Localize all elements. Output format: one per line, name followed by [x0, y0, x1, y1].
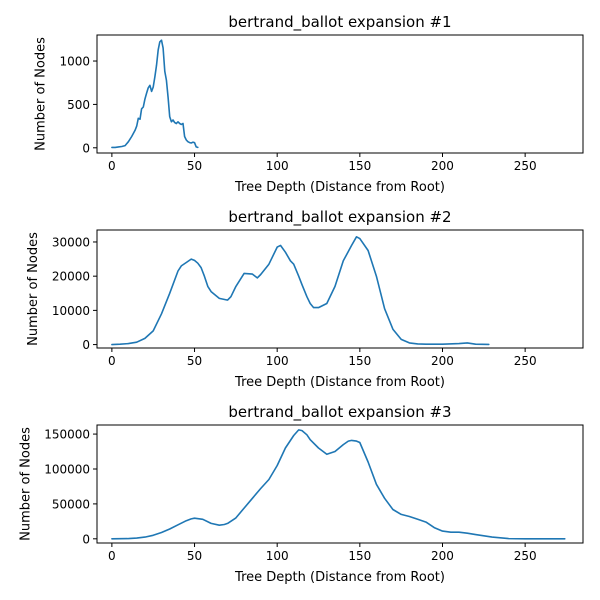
chart-title-1: bertrand_ballot expansion #1	[228, 13, 451, 32]
y-tick-label: 0	[82, 141, 90, 155]
y-axis-label-1: Number of Nodes	[34, 37, 49, 151]
series-line-2-1	[111, 236, 490, 346]
x-axis-label-1: Tree Depth (Distance from Root)	[234, 180, 445, 195]
axes-frame-1	[96, 34, 584, 154]
chart-title-2: bertrand_ballot expansion #2	[228, 208, 451, 227]
y-tick-label: 1000	[59, 55, 90, 69]
x-tick-label: 100	[266, 354, 289, 368]
y-tick-label: 0	[82, 532, 90, 546]
subplot-3: 0 50 100 150 200 250 0 50000 100000 150000 bertran…	[18, 403, 584, 585]
x-tick-label: 0	[108, 354, 116, 368]
axes-frame-2	[96, 229, 584, 349]
y-tick-label: 150000	[44, 428, 90, 442]
y-axis-label-3: Number of Nodes	[18, 427, 33, 541]
x-tick-label: 200	[431, 549, 454, 563]
y-tick-label: 0	[82, 338, 90, 352]
x-axis-label-2: Tree Depth (Distance from Root)	[234, 375, 445, 390]
x-tick-label: 100	[266, 549, 289, 563]
x-tick-label: 0	[108, 159, 116, 173]
chart-title-3: bertrand_ballot expansion #3	[228, 403, 451, 422]
x-tick-label: 0	[108, 549, 116, 563]
x-tick-label: 200	[431, 354, 454, 368]
x-tick-label: 50	[187, 159, 202, 173]
x-tick-label: 150	[348, 159, 371, 173]
y-tick-label: 20000	[52, 270, 90, 284]
y-axis-label-2: Number of Nodes	[26, 232, 41, 346]
x-tick-label: 250	[514, 159, 537, 173]
y-tick-label: 50000	[52, 497, 90, 511]
series-line-3-1	[111, 429, 566, 540]
x-tick-label: 250	[514, 354, 537, 368]
x-tick-label: 100	[266, 159, 289, 173]
axes-frame-3	[96, 424, 584, 544]
y-tick-label: 10000	[52, 304, 90, 318]
subplot-2: 0 50 100 150 200 250 0 10000 20000 30000 bertrand_…	[26, 208, 584, 390]
x-tick-label: 150	[348, 354, 371, 368]
x-tick-label: 200	[431, 159, 454, 173]
x-tick-label: 150	[348, 549, 371, 563]
y-tick-label: 100000	[44, 462, 90, 476]
x-tick-label: 50	[187, 549, 202, 563]
y-tick-label: 500	[67, 98, 90, 112]
y-tick-label: 30000	[52, 235, 90, 249]
x-tick-label: 50	[187, 354, 202, 368]
subplot-1: 0 50 100 150 200 250 0 500 1000 bertrand_ballot e…	[34, 13, 584, 195]
x-axis-label-3: Tree Depth (Distance from Root)	[234, 570, 445, 585]
x-tick-label: 250	[514, 549, 537, 563]
series-line-1-1	[111, 39, 199, 149]
